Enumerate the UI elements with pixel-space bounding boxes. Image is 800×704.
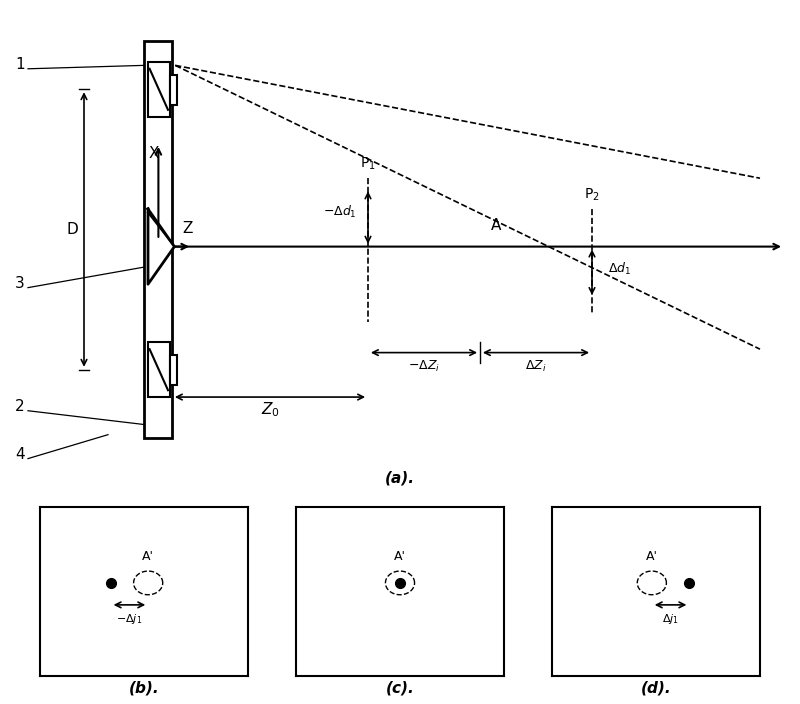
Text: $\Delta j_1$: $\Delta j_1$ [662, 612, 679, 626]
Text: (d).: (d). [641, 681, 671, 696]
Text: 2: 2 [15, 398, 25, 414]
Text: 4: 4 [15, 446, 25, 462]
Text: 1: 1 [15, 57, 25, 72]
Polygon shape [148, 209, 174, 284]
Text: $-\Delta j_1$: $-\Delta j_1$ [116, 612, 142, 626]
Text: A': A' [142, 550, 154, 562]
Text: $-\Delta d_1$: $-\Delta d_1$ [323, 204, 357, 220]
Bar [170, 355, 177, 385]
Text: A: A [491, 218, 501, 232]
Text: X: X [148, 146, 159, 161]
Text: $Z_0$: $Z_0$ [261, 400, 279, 419]
Text: $-\Delta Z_i$: $-\Delta Z_i$ [408, 359, 440, 374]
Text: (c).: (c). [386, 681, 414, 696]
Bar [148, 62, 170, 117]
Bar [144, 42, 172, 438]
Text: 3: 3 [15, 276, 25, 291]
Text: Z: Z [183, 221, 193, 236]
Text: D: D [66, 222, 78, 237]
Text: A': A' [646, 550, 658, 562]
Text: P$_1$: P$_1$ [360, 156, 376, 172]
Bar [170, 75, 177, 105]
Text: A': A' [394, 550, 406, 562]
Text: $\Delta Z_i$: $\Delta Z_i$ [526, 359, 546, 374]
Text: $\Delta d_1$: $\Delta d_1$ [608, 260, 632, 277]
Text: (a).: (a). [385, 470, 415, 486]
Bar [148, 342, 170, 397]
Text: (b).: (b). [129, 681, 159, 696]
Text: P$_2$: P$_2$ [584, 187, 600, 203]
